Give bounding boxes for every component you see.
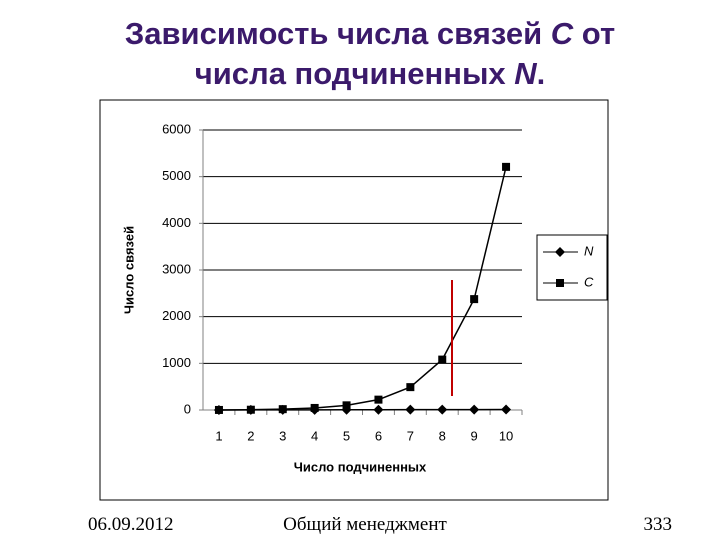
legend-box xyxy=(536,234,608,301)
y-tick-label: 5000 xyxy=(162,168,191,183)
marker xyxy=(342,401,351,410)
y-tick-label: 2000 xyxy=(162,308,191,323)
y-axis-label: Число связей xyxy=(121,226,136,314)
legend-label: N xyxy=(584,243,594,258)
title-run: N xyxy=(514,56,537,91)
marker xyxy=(469,404,480,415)
legend-marker xyxy=(555,247,565,257)
title-run: от xyxy=(573,16,615,51)
x-tick-label: 1 xyxy=(215,428,222,443)
title-run: C xyxy=(551,16,574,51)
x-tick-label: 10 xyxy=(499,428,513,443)
marker xyxy=(310,403,319,412)
x-axis-label: Число подчиненных xyxy=(294,459,427,474)
footer-date: 06.09.2012 xyxy=(88,514,174,535)
title-line: Зависимость числа связей C от xyxy=(125,16,615,51)
legend-marker xyxy=(556,279,564,287)
y-tick-label: 0 xyxy=(184,401,191,416)
y-tick-label: 1000 xyxy=(162,355,191,370)
x-tick-label: 2 xyxy=(247,428,254,443)
marker xyxy=(501,404,512,415)
x-tick-label: 7 xyxy=(407,428,414,443)
y-tick-label: 3000 xyxy=(162,261,191,276)
legend-label: C xyxy=(584,274,594,289)
marker xyxy=(470,295,479,304)
footer-course: Общий менеджмент xyxy=(283,514,447,535)
title-run: Зависимость числа связей xyxy=(125,16,551,51)
x-tick-label: 3 xyxy=(279,428,286,443)
marker xyxy=(373,404,384,415)
y-tick-label: 6000 xyxy=(162,121,191,136)
x-tick-label: 5 xyxy=(343,428,350,443)
x-tick-label: 6 xyxy=(375,428,382,443)
marker xyxy=(437,404,448,415)
x-tick-label: 9 xyxy=(471,428,478,443)
marker xyxy=(502,162,511,171)
marker xyxy=(246,405,255,414)
title-line: числа подчиненных N. xyxy=(195,56,546,91)
footer-page: 333 xyxy=(644,514,673,535)
marker xyxy=(374,395,383,404)
y-tick-label: 4000 xyxy=(162,215,191,230)
marker xyxy=(214,405,223,414)
series-line xyxy=(218,166,507,411)
marker xyxy=(405,404,416,415)
chart: 0 1000 2000 3000 4000 5000 6000 1 2 3 4 5 6 7 8 9 10 Числ… xyxy=(121,121,523,474)
title-run: числа подчиненных xyxy=(195,56,515,91)
x-tick-label: 8 xyxy=(439,428,446,443)
x-tick-label: 4 xyxy=(311,428,318,443)
marker xyxy=(278,405,287,414)
marker xyxy=(406,383,415,392)
chart-frame xyxy=(99,99,609,501)
marker xyxy=(438,355,447,364)
title-run: . xyxy=(537,56,546,91)
